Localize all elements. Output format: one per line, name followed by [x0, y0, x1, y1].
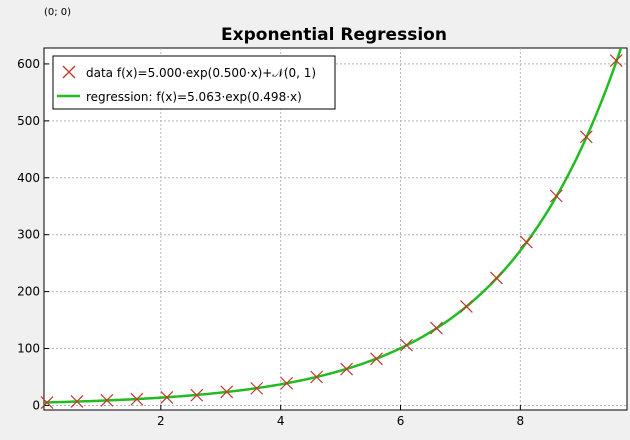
- data-point: [519, 235, 533, 249]
- x-tick-label: 8: [517, 414, 525, 428]
- data-point: [190, 388, 204, 402]
- x-tick-label: 6: [397, 414, 405, 428]
- y-tick-label: 500: [17, 114, 40, 128]
- data-point: [489, 271, 503, 285]
- data-point: [310, 370, 324, 384]
- y-tick-label: 600: [17, 57, 40, 71]
- legend-label-data: data f(x)=5.000·exp(0.500·x)+𝒩(0, 1): [86, 66, 316, 80]
- axis-ticks: 2 4 6 8 0 100 200 300 400 500 600: [17, 57, 524, 428]
- data-series: [40, 54, 623, 410]
- y-tick-label: 100: [17, 342, 40, 356]
- data-point: [400, 338, 413, 352]
- legend-box: [52, 55, 336, 110]
- data-point: [160, 391, 174, 404]
- legend-entry-regression: regression: f(x)=5.063·exp(0.498·x): [57, 90, 302, 104]
- y-tick-label: 200: [17, 285, 40, 299]
- y-tick-label: 300: [17, 228, 40, 242]
- legend-marker-x-icon: [62, 65, 76, 79]
- data-point: [579, 130, 593, 144]
- data-point: [549, 189, 563, 203]
- data-point: [70, 395, 84, 408]
- legend: data f(x)=5.000·exp(0.500·x)+𝒩(0, 1) reg…: [52, 55, 336, 110]
- data-point: [250, 381, 264, 395]
- data-point: [130, 392, 144, 406]
- legend-entry-data: data f(x)=5.000·exp(0.500·x)+𝒩(0, 1): [62, 65, 316, 80]
- y-tick-label: 0: [32, 398, 40, 412]
- data-point: [609, 54, 623, 67]
- data-point: [220, 385, 234, 399]
- x-tick-label: 2: [157, 414, 165, 428]
- coordinate-readout: (0; 0): [44, 7, 72, 18]
- data-point: [430, 321, 443, 335]
- data-point: [100, 393, 114, 407]
- x-tick-label: 4: [277, 414, 285, 428]
- y-tick-label: 400: [17, 171, 40, 185]
- data-point: [459, 299, 473, 313]
- legend-label-regression: regression: f(x)=5.063·exp(0.498·x): [86, 90, 302, 104]
- data-point: [280, 376, 294, 390]
- chart-title: Exponential Regression: [221, 25, 447, 45]
- data-point: [370, 352, 383, 366]
- data-point: [40, 396, 54, 410]
- data-point: [340, 362, 354, 376]
